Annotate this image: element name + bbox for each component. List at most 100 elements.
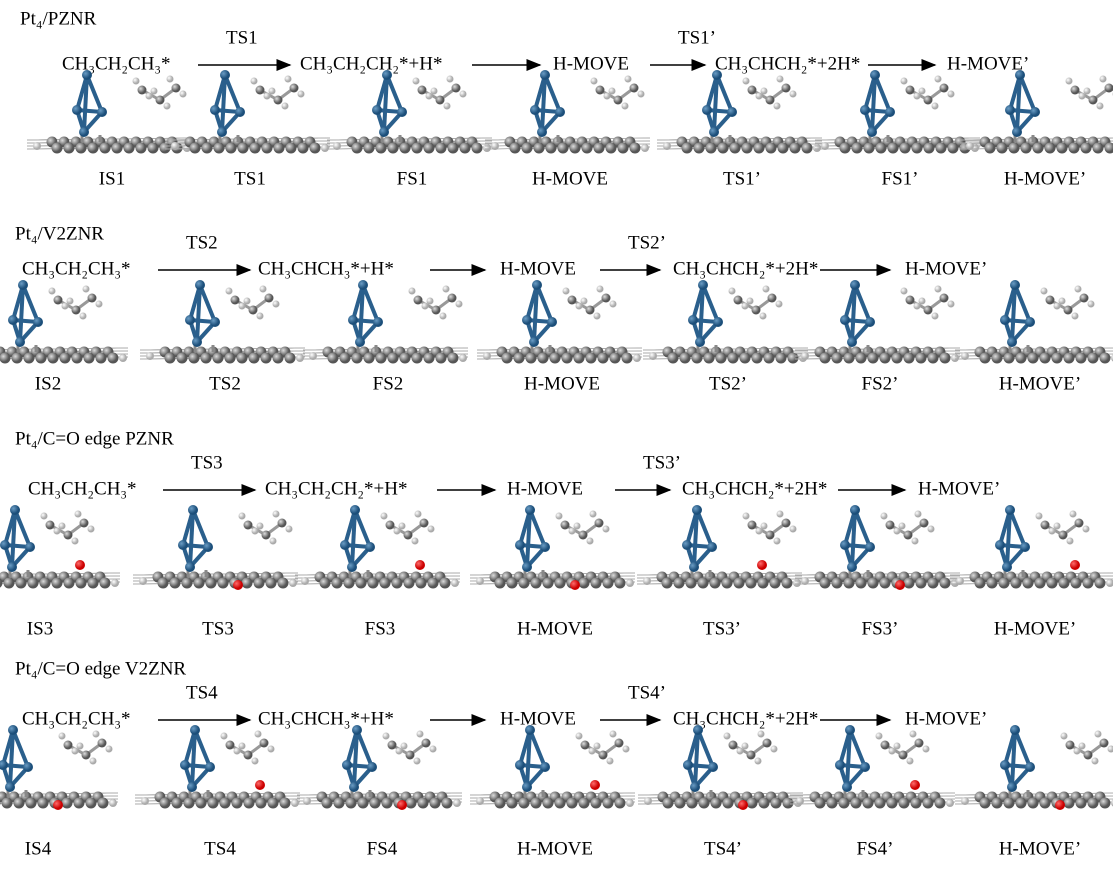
oxygen-atom <box>1070 560 1080 570</box>
carbon-atom <box>997 143 1008 154</box>
carbon-atom <box>36 353 47 364</box>
h-atom <box>80 313 87 320</box>
edge-h-atom <box>476 797 484 805</box>
edge-h-atom <box>626 799 634 807</box>
pt-atom <box>707 542 717 552</box>
h-atom <box>610 731 617 738</box>
c-atom <box>748 86 757 95</box>
h-atom <box>912 538 919 545</box>
pt-atom <box>865 542 875 552</box>
carbon-atom <box>832 353 843 364</box>
pt-atom <box>355 337 365 347</box>
h-atom <box>146 93 153 100</box>
c-atom <box>452 84 461 93</box>
c-atom <box>766 531 775 540</box>
carbon-atom <box>112 143 123 154</box>
h-atom <box>574 523 581 530</box>
pt-atom <box>708 762 718 772</box>
c-atom <box>1084 751 1093 760</box>
c-atom <box>422 739 431 748</box>
carbon-atom <box>60 353 71 364</box>
c-atom <box>782 519 791 528</box>
c-atom <box>747 751 756 760</box>
pt-atom <box>382 70 392 80</box>
h-atom <box>180 91 187 98</box>
h-atom <box>167 76 174 83</box>
pt-atom <box>235 107 245 117</box>
carbon-atom <box>1076 353 1087 364</box>
carbon-atom <box>754 143 765 154</box>
carbon-atom <box>460 143 471 154</box>
h-atom <box>729 288 736 295</box>
carbon-atom <box>310 143 321 154</box>
edge-h-atom <box>626 579 634 587</box>
h-atom <box>83 286 90 293</box>
h-atom <box>221 733 228 740</box>
pt-bond <box>717 75 732 112</box>
c-atom <box>924 306 933 315</box>
h-atom <box>923 746 930 753</box>
carbon-atom <box>764 353 775 364</box>
h-atom <box>1074 748 1081 755</box>
carbon-atom <box>1069 143 1080 154</box>
carbon-atom <box>912 143 923 154</box>
molecule <box>795 505 960 590</box>
c-atom <box>88 294 97 303</box>
h-atom <box>1088 301 1095 308</box>
c-atom <box>1041 521 1050 530</box>
carbon-atom <box>579 798 590 809</box>
carbon-atom <box>1040 353 1051 364</box>
molecule <box>327 70 492 154</box>
h-atom <box>910 731 917 738</box>
pt-atom <box>185 562 195 572</box>
pt-atom <box>865 317 875 327</box>
carbon-atom <box>519 798 530 809</box>
carbon-atom <box>507 578 518 589</box>
pt-atom <box>1002 562 1012 572</box>
pt-atom <box>79 127 89 137</box>
carbon-atom <box>206 578 217 589</box>
c-atom <box>581 741 590 750</box>
h-atom <box>381 513 388 520</box>
c-atom <box>388 741 397 750</box>
carbon-atom <box>136 143 147 154</box>
carbon-atom <box>40 578 51 589</box>
pt-atom <box>1007 782 1017 792</box>
pt-atom <box>178 540 188 550</box>
c-atom <box>614 96 623 105</box>
h-atom <box>239 513 246 520</box>
c-atom <box>586 306 595 315</box>
carbon-atom <box>100 578 111 589</box>
carbon-atom <box>376 143 387 154</box>
carbon-atom <box>358 798 369 809</box>
pt-atom <box>540 542 550 552</box>
carbon-atom <box>863 798 874 809</box>
carbon-atom <box>728 353 739 364</box>
edge-h-atom <box>649 352 657 360</box>
h-atom <box>581 298 588 305</box>
carbon-atom <box>238 143 249 154</box>
h-atom <box>1095 731 1102 738</box>
pt-bond <box>1010 510 1025 547</box>
oxygen-atom <box>415 560 425 570</box>
carbon-atom <box>416 578 427 589</box>
h-atom <box>590 511 597 518</box>
pt-atom <box>210 317 220 327</box>
carbon-atom <box>286 143 297 154</box>
c-atom <box>904 531 913 540</box>
pt-bond <box>363 285 378 322</box>
carbon-atom <box>388 143 399 154</box>
carbon-atom <box>820 353 831 364</box>
molecule <box>27 70 192 154</box>
oxygen-atom <box>590 780 600 790</box>
carbon-atom <box>892 353 903 364</box>
carbon-atom <box>352 353 363 364</box>
pt-atom <box>847 337 857 347</box>
c-atom <box>734 296 743 305</box>
pt-atom <box>860 762 870 772</box>
edge-h-atom <box>303 797 311 805</box>
carbon-atom <box>1052 353 1063 364</box>
scheme-species: H-MOVE <box>507 478 583 499</box>
molecule <box>795 280 960 364</box>
carbon-atom <box>840 143 851 154</box>
